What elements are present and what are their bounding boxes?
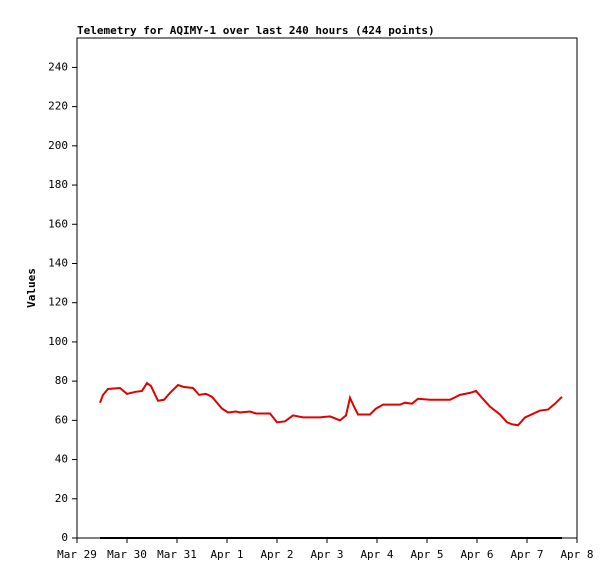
y-tick-label: 100 [48,335,68,348]
x-tick-label: Apr 4 [360,548,393,561]
y-tick-label: 200 [48,139,68,152]
x-tick-label: Apr 5 [410,548,443,561]
chart-title: Telemetry for AQIMY-1 over last 240 hour… [77,24,435,37]
y-tick-label: 140 [48,256,68,269]
y-tick-label: 220 [48,100,68,113]
x-tick-label: Apr 3 [310,548,343,561]
y-tick-label: 160 [48,217,68,230]
x-tick-label: Apr 1 [210,548,243,561]
y-tick-label: 0 [61,531,68,544]
x-tick-label: Apr 2 [260,548,293,561]
y-tick-label: 80 [55,374,68,387]
y-tick-label: 180 [48,178,68,191]
y-tick-label: 60 [55,413,68,426]
series-line [99,381,563,427]
x-tick-label: Mar 30 [107,548,147,561]
x-tick-label: Mar 29 [57,548,97,561]
plot-frame [76,37,578,539]
x-tick-label: Apr 7 [510,548,543,561]
y-tick-label: 240 [48,60,68,73]
y-tick-label: 120 [48,296,68,309]
x-tick-label: Mar 31 [157,548,197,561]
y-tick-label: 20 [55,492,68,505]
x-tick-label: Apr 6 [460,548,493,561]
x-tick-label: Apr 8 [560,548,593,561]
y-tick-label: 40 [55,453,68,466]
y-axis-label: Values [25,268,38,308]
